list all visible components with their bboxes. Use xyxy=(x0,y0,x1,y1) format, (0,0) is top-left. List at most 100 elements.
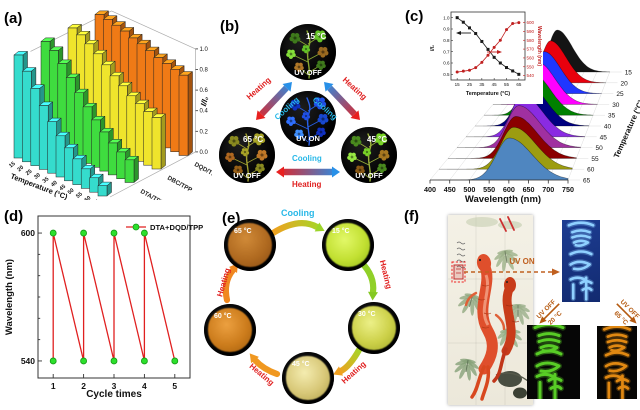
svg-text:1.0: 1.0 xyxy=(200,47,209,53)
photo-45c xyxy=(341,127,397,183)
panel-b-label: (b) xyxy=(220,18,240,35)
svg-text:35: 35 xyxy=(479,82,485,87)
svg-text:25: 25 xyxy=(25,169,34,177)
svg-text:35: 35 xyxy=(42,176,51,184)
svg-text:55: 55 xyxy=(75,191,84,199)
svg-text:25: 25 xyxy=(616,91,624,98)
flower-photo-45c xyxy=(347,133,390,182)
temp-label-65c: 65 °C xyxy=(243,135,264,144)
powder-temp-30c: 30 °C xyxy=(358,311,376,318)
svg-text:40: 40 xyxy=(50,180,59,188)
flower-photo-uv-on xyxy=(286,97,329,146)
flower-photo-15c xyxy=(286,30,329,79)
svg-text:DTA/TPP: DTA/TPP xyxy=(139,188,165,200)
svg-text:600: 600 xyxy=(503,185,515,194)
svg-text:0.9: 0.9 xyxy=(443,27,450,32)
svg-text:0.4: 0.4 xyxy=(200,109,209,115)
uv-off-65-arrow: UV OFF 65 °C xyxy=(612,299,640,327)
svg-text:600: 600 xyxy=(527,20,535,25)
photo-15c xyxy=(280,24,336,80)
svg-text:500: 500 xyxy=(463,185,475,194)
svg-text:55: 55 xyxy=(591,156,599,163)
svg-text:50: 50 xyxy=(596,145,604,152)
svg-text:15: 15 xyxy=(455,82,461,87)
svg-text:60: 60 xyxy=(84,195,93,200)
panel-e-label: (e) xyxy=(222,210,241,227)
panel-b-uv-photo-cycle: (b) 15 °C UV OFF 65 °C UV OFF 45 °C UV O… xyxy=(210,0,406,200)
uv-off-20c-card-green xyxy=(527,325,580,399)
svg-text:65: 65 xyxy=(92,199,101,200)
plant xyxy=(286,97,329,146)
bar3d-plot: 0.0 0.2 0.4 0.6 0.8 1.0 I/I₀ 15 20 25 30 35 40 45 50 55… xyxy=(8,10,212,200)
svg-text:650: 650 xyxy=(523,185,535,194)
svg-text:50: 50 xyxy=(67,188,76,196)
svg-text:15: 15 xyxy=(625,70,633,77)
svg-text:0.6: 0.6 xyxy=(200,88,209,94)
svg-text:550: 550 xyxy=(483,185,495,194)
svg-text:30: 30 xyxy=(33,172,42,180)
svg-text:580: 580 xyxy=(527,38,535,43)
svg-text:55: 55 xyxy=(504,82,510,87)
panel-f-anticounterfeit-demo: (f) UV ON UV OFF 20 °C xyxy=(400,200,640,410)
svg-text:25: 25 xyxy=(467,82,473,87)
koi-painting-art xyxy=(448,215,533,405)
svg-text:450: 450 xyxy=(444,185,456,194)
uv-off-20-arrow: UV OFF 20 °C xyxy=(536,299,564,327)
plant xyxy=(225,133,268,182)
svg-text:540: 540 xyxy=(527,73,535,78)
svg-text:0.8: 0.8 xyxy=(200,68,209,74)
svg-text:750: 750 xyxy=(562,185,574,194)
calligraphy-blue xyxy=(566,220,596,302)
powder-blob-65c xyxy=(228,223,272,267)
calligraphy-green xyxy=(532,325,566,399)
panel-e-powder-cycle: (e) 65 °C 15 °C 30 °C 45 °C 60 °C Coolin… xyxy=(204,200,409,410)
powder-temp-15c: 15 °C xyxy=(332,228,350,235)
svg-text:570: 570 xyxy=(527,47,535,52)
koi-painting xyxy=(448,215,533,405)
svg-text:0.5: 0.5 xyxy=(443,72,450,77)
svg-text:DTA+DQD/TPP: DTA+DQD/TPP xyxy=(150,223,203,232)
svg-text:0.7: 0.7 xyxy=(443,49,450,54)
svg-text:I/I₀: I/I₀ xyxy=(199,95,210,107)
svg-text:65: 65 xyxy=(583,178,591,185)
svg-text:Wavelength (nm): Wavelength (nm) xyxy=(4,259,15,335)
uv-off-label-left: UV OFF xyxy=(233,171,261,180)
svg-text:2: 2 xyxy=(81,381,86,391)
powder-blob-30c xyxy=(352,306,396,350)
photo-65c xyxy=(219,127,275,183)
powder-temp-60c: 60 °C xyxy=(214,313,232,320)
heating-label-bottom-arrow: Heating xyxy=(292,180,322,189)
bars-3d xyxy=(13,10,194,197)
svg-text:15: 15 xyxy=(8,161,17,169)
powder-60c xyxy=(204,304,256,356)
svg-text:590: 590 xyxy=(527,29,535,34)
flower-photo-65c xyxy=(225,133,268,182)
inset-line-plot: 0.5 0.6 0.7 0.8 0.9 1.0 540 550 560 570 580 590 600 1… xyxy=(425,6,543,104)
svg-text:0.6: 0.6 xyxy=(443,61,450,66)
uv-off-label-right: UV OFF xyxy=(355,171,383,180)
powder-temp-45c: 45 °C xyxy=(292,361,310,368)
photo-uv-on xyxy=(280,91,336,147)
uv-switch-arrows: UV ON UV OFF 20 °C UV OFF 65 °C xyxy=(464,257,640,327)
svg-text:5: 5 xyxy=(172,381,177,391)
svg-text:Cycle times: Cycle times xyxy=(86,389,142,400)
powder-temp-65c: 65 °C xyxy=(234,228,252,235)
powder-45c xyxy=(282,352,334,404)
svg-text:Wavelength (nm): Wavelength (nm) xyxy=(465,194,541,205)
panel-c-waterfall-spectra: (c) 15 20 25 30 35 40 45 50 55 60 65 400 450 500 550 60… xyxy=(403,0,640,205)
svg-text:0.2: 0.2 xyxy=(200,129,209,135)
panel-d-label: (d) xyxy=(4,208,24,225)
svg-text:60: 60 xyxy=(587,167,595,174)
uv-on-card-blue xyxy=(562,220,600,302)
svg-text:65: 65 xyxy=(516,82,522,87)
uv-on-label: UV ON xyxy=(509,257,535,266)
svg-text:560: 560 xyxy=(527,56,535,61)
svg-text:0.8: 0.8 xyxy=(443,38,450,43)
svg-text:540: 540 xyxy=(21,356,35,366)
svg-text:45: 45 xyxy=(600,134,608,141)
uv-on-arrow: UV ON xyxy=(464,257,560,276)
svg-text:30: 30 xyxy=(612,102,620,109)
svg-text:1: 1 xyxy=(51,381,56,391)
svg-text:4: 4 xyxy=(142,381,147,391)
